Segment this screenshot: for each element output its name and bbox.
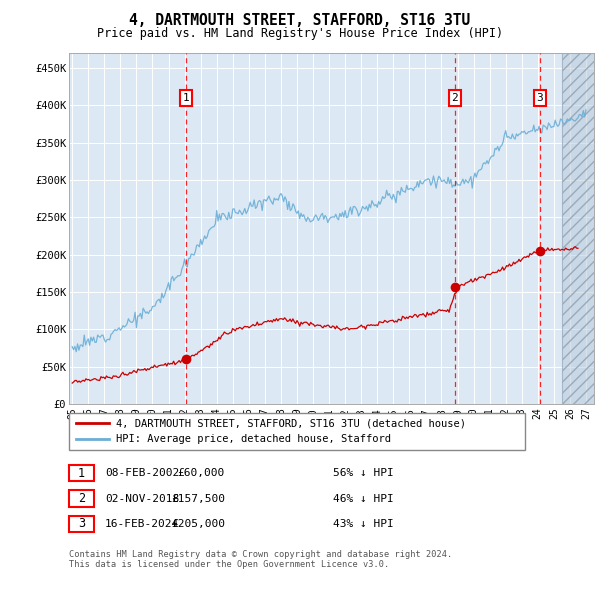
Text: £205,000: £205,000 bbox=[171, 519, 225, 529]
Text: Contains HM Land Registry data © Crown copyright and database right 2024.
This d: Contains HM Land Registry data © Crown c… bbox=[69, 550, 452, 569]
Text: 46% ↓ HPI: 46% ↓ HPI bbox=[333, 494, 394, 503]
Text: Price paid vs. HM Land Registry's House Price Index (HPI): Price paid vs. HM Land Registry's House … bbox=[97, 27, 503, 40]
Text: 56% ↓ HPI: 56% ↓ HPI bbox=[333, 468, 394, 478]
Text: 4, DARTMOUTH STREET, STAFFORD, ST16 3TU (detached house): 4, DARTMOUTH STREET, STAFFORD, ST16 3TU … bbox=[116, 418, 466, 428]
Bar bbox=[562, 53, 599, 404]
Text: 43% ↓ HPI: 43% ↓ HPI bbox=[333, 519, 394, 529]
Text: £157,500: £157,500 bbox=[171, 494, 225, 503]
Text: HPI: Average price, detached house, Stafford: HPI: Average price, detached house, Staf… bbox=[116, 434, 391, 444]
Text: 16-FEB-2024: 16-FEB-2024 bbox=[105, 519, 179, 529]
Text: 2: 2 bbox=[452, 93, 458, 103]
Text: 08-FEB-2002: 08-FEB-2002 bbox=[105, 468, 179, 478]
Text: 4, DARTMOUTH STREET, STAFFORD, ST16 3TU: 4, DARTMOUTH STREET, STAFFORD, ST16 3TU bbox=[130, 13, 470, 28]
Text: 2: 2 bbox=[78, 492, 85, 505]
Text: 3: 3 bbox=[78, 517, 85, 530]
Text: 1: 1 bbox=[183, 93, 190, 103]
Text: 1: 1 bbox=[78, 467, 85, 480]
Bar bbox=[562, 53, 599, 404]
Text: 02-NOV-2018: 02-NOV-2018 bbox=[105, 494, 179, 503]
Text: 3: 3 bbox=[536, 93, 543, 103]
Text: £60,000: £60,000 bbox=[178, 468, 225, 478]
